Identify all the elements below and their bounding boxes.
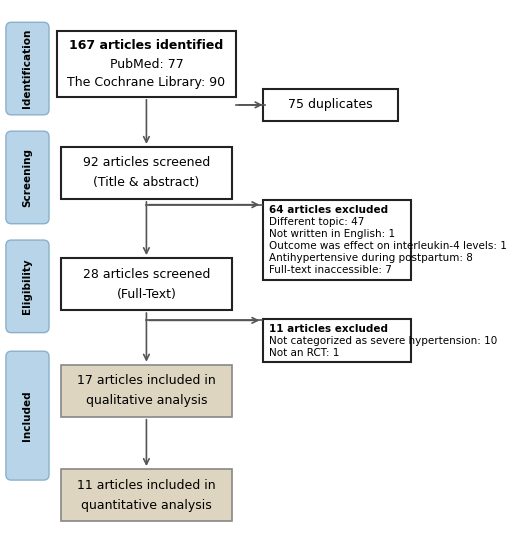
Text: 92 articles screened: 92 articles screened (83, 156, 210, 169)
Text: (Title & abstract): (Title & abstract) (93, 177, 199, 189)
Text: The Cochrane Library: 90: The Cochrane Library: 90 (67, 76, 226, 89)
FancyBboxPatch shape (263, 89, 398, 121)
FancyBboxPatch shape (6, 351, 49, 480)
Text: Not an RCT: 1: Not an RCT: 1 (268, 348, 339, 358)
FancyBboxPatch shape (6, 240, 49, 333)
Text: Included: Included (23, 390, 33, 441)
Text: 167 articles identified: 167 articles identified (69, 39, 224, 52)
Text: quantitative analysis: quantitative analysis (81, 499, 212, 512)
Text: Screening: Screening (23, 148, 33, 207)
FancyBboxPatch shape (6, 131, 49, 224)
Text: Antihypertensive during postpartum: 8: Antihypertensive during postpartum: 8 (268, 253, 472, 263)
FancyBboxPatch shape (263, 319, 411, 362)
FancyBboxPatch shape (61, 469, 232, 521)
Text: PubMed: 77: PubMed: 77 (109, 58, 183, 70)
Text: Identification: Identification (23, 29, 33, 108)
FancyBboxPatch shape (61, 365, 232, 417)
Text: 75 duplicates: 75 duplicates (288, 98, 373, 111)
Text: 28 articles screened: 28 articles screened (83, 267, 210, 280)
Text: Not written in English: 1: Not written in English: 1 (268, 229, 394, 239)
FancyBboxPatch shape (6, 23, 49, 115)
Text: 64 articles excluded: 64 articles excluded (268, 205, 388, 215)
Text: Eligibility: Eligibility (23, 258, 33, 314)
FancyBboxPatch shape (57, 31, 236, 97)
FancyBboxPatch shape (61, 258, 232, 310)
FancyBboxPatch shape (61, 147, 232, 199)
Text: qualitative analysis: qualitative analysis (86, 394, 207, 407)
Text: 11 articles included in: 11 articles included in (77, 478, 216, 492)
Text: 17 articles included in: 17 articles included in (77, 374, 216, 387)
Text: 11 articles excluded: 11 articles excluded (268, 324, 388, 334)
Text: Full-text inaccessible: 7: Full-text inaccessible: 7 (268, 265, 391, 275)
Text: (Full-Text): (Full-Text) (116, 288, 176, 301)
Text: Outcome was effect on interleukin-4 levels: 1: Outcome was effect on interleukin-4 leve… (268, 241, 507, 251)
Text: Not categorized as severe hypertension: 10: Not categorized as severe hypertension: … (268, 336, 497, 346)
Text: Different topic: 47: Different topic: 47 (268, 217, 364, 227)
FancyBboxPatch shape (263, 200, 411, 280)
